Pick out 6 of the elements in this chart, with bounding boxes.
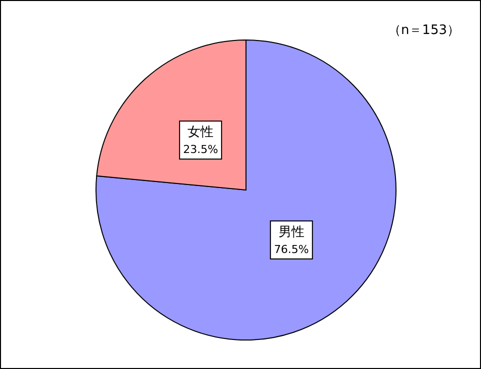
slice-label: 女性 <box>188 125 214 140</box>
slice-label: 男性 <box>278 224 304 240</box>
data-label: 76.5% <box>274 242 309 256</box>
data-label: 23.5% <box>183 143 218 156</box>
pie-slice <box>96 40 396 340</box>
text: （n＝153） <box>388 22 460 39</box>
